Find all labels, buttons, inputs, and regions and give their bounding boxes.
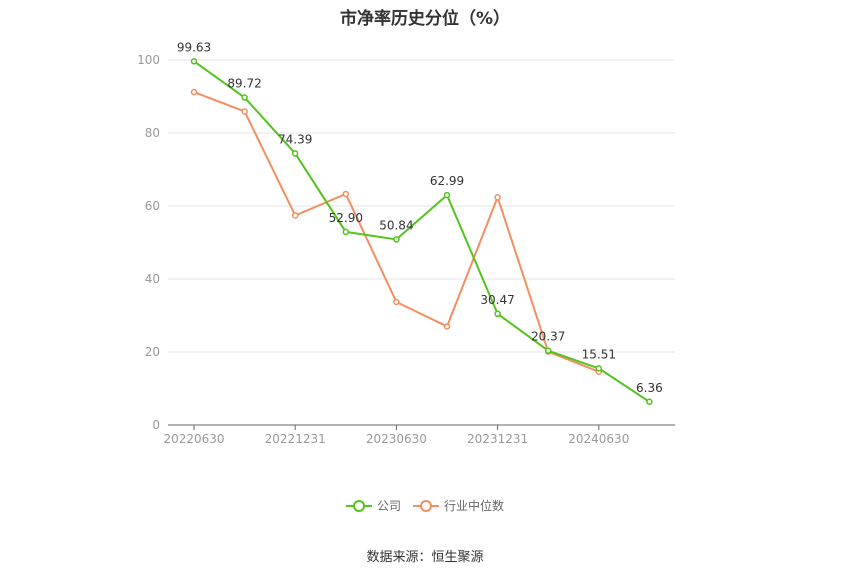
data-point [595, 365, 603, 372]
gridlines [168, 59, 675, 353]
data-label: 15.51 [582, 347, 616, 361]
legend-label: 公司 [376, 499, 401, 513]
x-tick-label: 20231231 [467, 432, 528, 446]
data-label: 62.99 [430, 174, 464, 188]
data-label: 74.39 [278, 132, 312, 146]
x-tick-label: 20221231 [265, 432, 326, 446]
data-point [443, 191, 451, 199]
data-point [544, 347, 552, 354]
data-label: 20.37 [531, 330, 565, 344]
data-label: 6.36 [636, 381, 663, 395]
chart-title: 市净率历史分位（%） [339, 9, 511, 29]
legend-item[interactable]: 行业中位数 [413, 497, 504, 514]
data-point [342, 190, 350, 198]
legend-label: 行业中位数 [444, 499, 505, 513]
data-label: 89.72 [227, 77, 261, 91]
data-point [393, 236, 400, 243]
data-label: 99.63 [177, 40, 211, 54]
data-point [241, 108, 248, 115]
data-point [393, 298, 400, 306]
data-point [443, 323, 451, 330]
data-point [190, 88, 198, 96]
y-tick-label: 80 [145, 126, 160, 140]
series-line [193, 60, 650, 403]
data-point [190, 58, 198, 65]
data-point [241, 94, 248, 101]
y-tick-label: 20 [145, 345, 160, 359]
data-point [342, 228, 350, 236]
y-tick-label: 60 [145, 199, 160, 213]
x-tick-label: 20230630 [366, 432, 427, 446]
series-lines [190, 58, 653, 406]
legend-marker-icon [413, 499, 439, 513]
y-tick-label: 40 [145, 272, 160, 286]
data-labels: 99.63 89.72 74.39 52.90 50.84 62.99 30.47 20.37… [177, 40, 663, 394]
y-tick-label: 0 [152, 418, 160, 432]
x-tick-label: 20220630 [163, 432, 224, 446]
data-point [494, 310, 501, 318]
data-label: 52.90 [329, 211, 363, 225]
data-label: 50.84 [379, 218, 413, 232]
data-point [646, 398, 653, 406]
data-point [291, 150, 299, 157]
y-tick-label: 100 [137, 53, 160, 67]
legend-marker-icon [345, 499, 372, 513]
data-point [291, 212, 299, 219]
data-point [494, 193, 501, 201]
source-note: 数据来源：恒生聚源 [366, 550, 484, 565]
legend: 公司 行业中位数 [0, 497, 850, 516]
data-label: 30.47 [480, 293, 514, 307]
x-tick-label: 20240630 [568, 432, 629, 446]
legend-item[interactable]: 公司 [345, 497, 401, 514]
axes: 0 20 40 60 80 100 20220630 20221231 20230630 2023… [137, 53, 675, 446]
